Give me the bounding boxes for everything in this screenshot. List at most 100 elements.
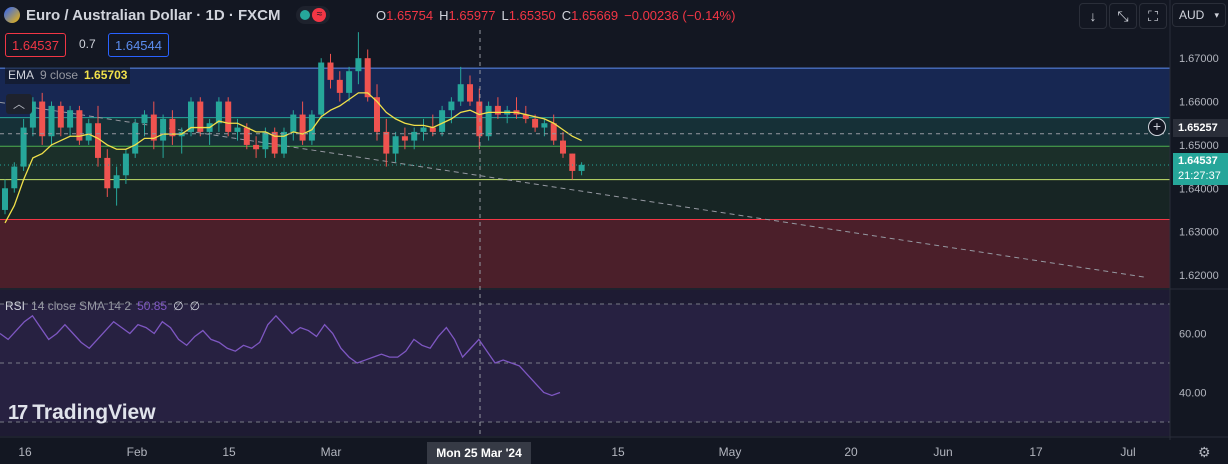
- currency-select[interactable]: AUD ▾: [1172, 3, 1226, 27]
- candle-body: [541, 123, 548, 128]
- candle-body: [476, 101, 483, 137]
- candle-body: [150, 114, 157, 141]
- symbol-title[interactable]: Euro / Australian Dollar · 1D · FXCM: [26, 6, 281, 24]
- candle-body: [420, 127, 427, 132]
- close-value: 1.65669: [571, 8, 619, 23]
- price-tick-label: 1.66000: [1179, 97, 1219, 109]
- candle-body: [85, 123, 92, 141]
- zone-red: [0, 219, 1170, 288]
- candle-body: [188, 101, 194, 132]
- collapse-icon[interactable]: ⤡: [1109, 3, 1137, 29]
- candle-body: [225, 101, 232, 132]
- market-status-icon: ≈: [296, 6, 331, 24]
- rsi-value: 50.85: [137, 299, 168, 313]
- change-value: −0.00236 (−0.14%): [624, 8, 736, 23]
- arrow-down-icon[interactable]: ↓: [1079, 3, 1107, 29]
- settings-gear-icon[interactable]: ⚙: [1198, 444, 1211, 460]
- candle-body: [336, 79, 343, 93]
- add-plus-icon[interactable]: +: [1148, 118, 1166, 136]
- tradingview-logo-icon: 17: [8, 401, 28, 424]
- candle-body: [346, 71, 353, 93]
- price-tick-label: 1.63000: [1179, 227, 1219, 239]
- candle-body: [401, 136, 408, 141]
- rsi-extra-2: ∅: [189, 299, 201, 313]
- ema-line: [4, 92, 582, 224]
- chevron-down-icon: ▾: [1214, 9, 1219, 20]
- candle-body: [467, 84, 473, 102]
- time-tick-label: May: [719, 445, 742, 459]
- candle-body: [383, 131, 390, 154]
- candle-body: [569, 153, 576, 171]
- candle-body: [532, 118, 539, 128]
- candle-body: [113, 175, 120, 189]
- candle-body: [578, 164, 585, 171]
- open-value: 1.65754: [386, 8, 434, 23]
- countdown: 21:27:37: [1178, 170, 1221, 182]
- candle-body: [95, 123, 101, 158]
- zone-green: [0, 146, 1170, 180]
- candle-body: [197, 101, 204, 132]
- candle-body: [411, 131, 418, 141]
- last-price: 1.64537: [1178, 155, 1218, 167]
- zone-blue: [0, 68, 1170, 118]
- candle-body: [355, 58, 362, 72]
- candle-body: [550, 123, 557, 141]
- candle-body: [318, 62, 325, 115]
- ema-label: EMA: [8, 68, 35, 82]
- ema-value: 1.65703: [84, 68, 128, 82]
- candle-body: [67, 110, 74, 128]
- zone-teal: [0, 117, 1170, 147]
- candle-body: [522, 114, 529, 119]
- tradingview-watermark[interactable]: 17 TradingView: [8, 401, 156, 425]
- rsi-tick-label: 60.00: [1179, 329, 1207, 341]
- chevron-up-icon[interactable]: ︿: [6, 94, 32, 114]
- candle-body: [76, 110, 83, 141]
- candle-body: [374, 97, 380, 132]
- candle-body: [364, 58, 371, 98]
- candle-body: [48, 105, 55, 137]
- rsi-params: 14 close SMA 14 2: [31, 299, 132, 313]
- candle-body: [243, 127, 250, 145]
- time-tick-label: 17: [1029, 445, 1043, 459]
- candle-body: [429, 127, 436, 132]
- rsi-label: RSI: [5, 299, 26, 313]
- time-tick-label: 15: [611, 445, 625, 459]
- time-tick-label: 16: [18, 445, 32, 459]
- time-tick-label: Feb: [127, 445, 148, 459]
- fullscreen-icon[interactable]: ⛶: [1139, 3, 1167, 29]
- last-price-label: 1.64537 21:27:37: [1173, 153, 1228, 185]
- high-value: 1.65977: [448, 8, 496, 23]
- buy-price-button[interactable]: 1.64544: [108, 33, 169, 57]
- time-tick-label: Jun: [933, 445, 952, 459]
- spread-value: 0.7: [79, 37, 96, 51]
- ema-legend[interactable]: EMA 9 close 1.65703: [5, 66, 131, 84]
- low-key: L: [501, 8, 509, 23]
- candle-body: [57, 105, 64, 128]
- candle-body: [281, 131, 287, 154]
- candle-body: [39, 101, 46, 137]
- time-tick-label: Jul: [1120, 445, 1135, 459]
- close-key: C: [561, 8, 572, 23]
- candle-body: [215, 101, 222, 124]
- candle-body: [290, 114, 297, 132]
- price-tick-label: 1.64000: [1179, 183, 1219, 195]
- candle-body: [392, 136, 399, 154]
- candle-body: [439, 110, 446, 132]
- candle-body: [169, 118, 176, 137]
- rsi-legend[interactable]: RSI 14 close SMA 14 2 50.85 ∅ ∅: [5, 299, 200, 313]
- candle-body: [20, 127, 27, 167]
- candle-body: [457, 84, 464, 102]
- candle-body: [11, 166, 18, 189]
- crosshair-price-label: 1.65257: [1173, 119, 1228, 137]
- price-tick-label: 1.65000: [1179, 140, 1219, 152]
- chart-header: Euro / Australian Dollar · 1D · FXCM ≈: [0, 0, 331, 30]
- time-tick-label: 15: [222, 445, 236, 459]
- candle-body: [234, 127, 241, 132]
- symbol-logo-icon: [4, 7, 20, 23]
- sell-price-button[interactable]: 1.64537: [5, 33, 66, 57]
- zone-dark-green: [0, 179, 1170, 220]
- candle-body: [271, 131, 278, 154]
- candle-body: [308, 114, 315, 141]
- time-tick-label: 20: [844, 445, 858, 459]
